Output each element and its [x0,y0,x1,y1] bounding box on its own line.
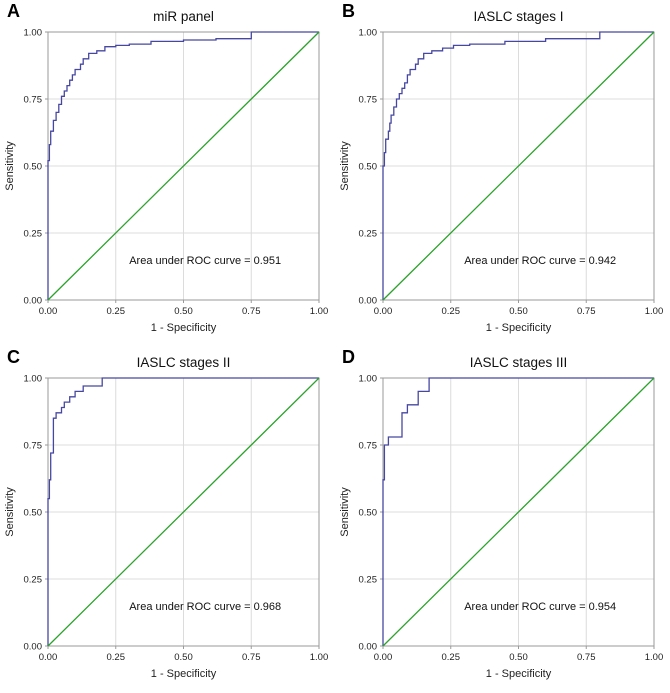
panel-letter-a: A [7,1,20,21]
auc-annotation: Area under ROC curve = 0.968 [129,601,281,613]
x-tick-label: 0.75 [242,652,261,663]
roc-plot: 0.000.00 0.25 0.25 0.50 0.50 0.75 0.75 1.00 1.00… [339,28,664,335]
y-tick-label: 0.75 [359,441,378,452]
y-tick-label: 1.00 [24,374,43,385]
reference-diagonal [47,377,320,647]
x-tick-label: 0.25 [107,306,126,317]
y-tick-label: 0.75 [24,95,43,106]
panel-b: B IASLC stages I 0.00 0.00 0.25 0.25 0.50 0.5… [335,0,670,346]
roc-chart-d: 0.00 0.00 0.25 0.25 0.50 0.50 0.75 0.75 1.00 1.00… [335,346,670,692]
y-tick-label: 0.00 [24,296,43,307]
x-tick-label: 1.00 [645,306,664,317]
panel-title-d: IASLC stages III [469,355,568,370]
x-tick-label: 0.50 [174,306,193,317]
x-tick-label: 0.75 [577,306,596,317]
roc-chart-b: 0.00 0.00 0.25 0.25 0.50 0.50 0.75 0.75 1.00 1.00… [335,0,670,346]
x-axis-label: 1 - Specificity [151,322,217,334]
x-tick-label: 0.25 [442,652,461,663]
panel-title-a: miR panel [153,9,214,24]
y-tick-label: 0.00 [359,642,378,653]
x-tick-label: 1.00 [645,652,664,663]
x-axis-label: 1 - Specificity [486,668,552,680]
roc-chart-c: 0.00 0.00 0.25 0.25 0.50 0.50 0.75 0.75 1.00 1.00… [0,346,335,692]
y-tick-label: 0.75 [24,441,43,452]
reference-diagonal [382,31,655,301]
y-tick-label: 0.00 [359,296,378,307]
x-tick-label: 0.50 [174,652,193,663]
roc-curve [47,377,319,646]
x-tick-label: 0.00 [39,306,58,317]
y-axis-label: Sensitivity [339,141,351,191]
y-tick-label: 0.25 [24,229,43,240]
x-axis-label: 1 - Specificity [486,322,552,334]
y-tick-label: 1.00 [359,28,378,39]
roc-plot: 0.000.00 0.25 0.25 0.50 0.50 0.75 0.75 1.00 1.00… [4,28,329,335]
y-axis-label: Sensitivity [339,487,351,537]
panel-title-c: IASLC stages II [136,355,231,370]
x-axis-label: 1 - Specificity [151,668,217,680]
auc-annotation: Area under ROC curve = 0.954 [464,601,616,613]
x-tick-label: 0.75 [242,306,261,317]
x-tick-label: 0.50 [509,652,528,663]
roc-curve [47,31,319,300]
y-tick-label: 0.50 [24,508,43,519]
y-axis-label: Sensitivity [4,141,16,191]
reference-diagonal [382,377,655,647]
roc-curve [382,377,654,646]
x-tick-label: 0.75 [577,652,596,663]
x-tick-label: 0.00 [39,652,58,663]
x-tick-label: 0.00 [374,652,393,663]
panel-title-b: IASLC stages I [473,9,564,24]
panel-d: D IASLC stages III 0.00 0.00 0.25 0.25 0.50 0… [335,346,670,692]
x-tick-label: 0.25 [107,652,126,663]
panel-c: C IASLC stages II 0.00 0.00 0.25 0.25 0.50 0.… [0,346,335,692]
x-tick-label: 1.00 [310,306,329,317]
y-axis-label: Sensitivity [4,487,16,537]
x-tick-label: 0.00 [374,306,393,317]
y-tick-label: 0.25 [359,229,378,240]
y-tick-label: 1.00 [24,28,43,39]
panel-letter-d: D [342,347,355,367]
panel-a: A miR panel 0.00 0.00 0.25 0.25 0.50 0.50 0.75… [0,0,335,346]
roc-chart-a: 0.00 0.00 0.25 0.25 0.50 0.50 0.75 0.75 1.00 1.00… [0,0,335,346]
roc-curve [382,31,654,300]
x-tick-label: 1.00 [310,652,329,663]
auc-annotation: Area under ROC curve = 0.951 [129,255,281,267]
y-tick-label: 1.00 [359,374,378,385]
y-tick-label: 0.75 [359,95,378,106]
auc-annotation: Area under ROC curve = 0.942 [464,255,616,267]
panel-letter-b: B [342,1,355,21]
roc-plot: 0.000.00 0.25 0.25 0.50 0.50 0.75 0.75 1.00 1.00… [339,374,664,681]
y-tick-label: 0.50 [24,162,43,173]
panel-letter-c: C [7,347,20,367]
roc-plot: 0.000.00 0.25 0.25 0.50 0.50 0.75 0.75 1.00 1.00… [4,374,329,681]
y-tick-label: 0.50 [359,162,378,173]
y-tick-label: 0.50 [359,508,378,519]
y-tick-label: 0.25 [24,575,43,586]
x-tick-label: 0.50 [509,306,528,317]
y-tick-label: 0.00 [24,642,43,653]
y-tick-label: 0.25 [359,575,378,586]
x-tick-label: 0.25 [442,306,461,317]
reference-diagonal [47,31,320,301]
